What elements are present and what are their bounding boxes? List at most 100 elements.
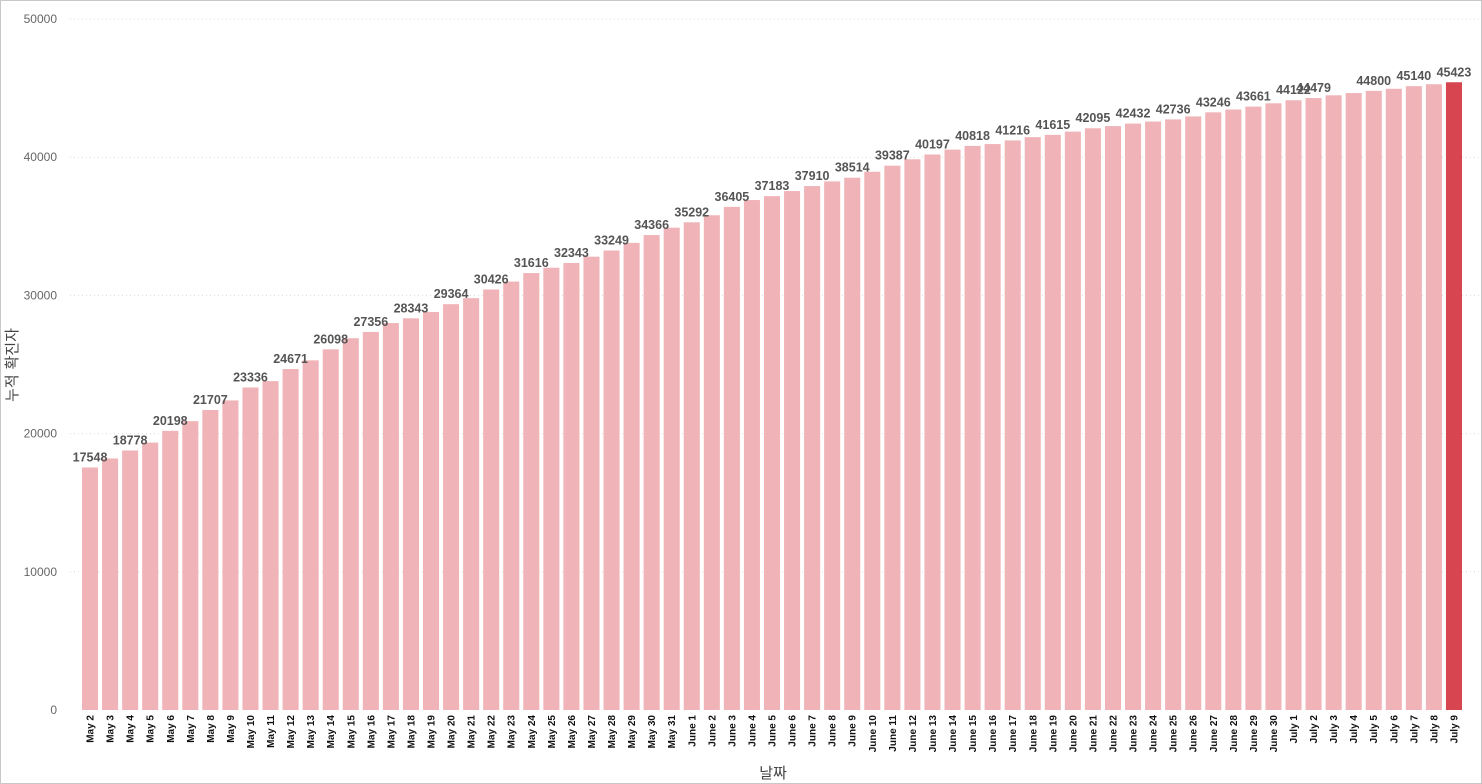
x-tick-label: July 5 — [1369, 715, 1380, 744]
x-tick-label: June 10 — [868, 715, 879, 753]
data-label: 37183 — [755, 179, 790, 193]
x-tick-label: June 26 — [1189, 715, 1200, 753]
x-tick-label: May 27 — [587, 715, 598, 749]
data-label: 28343 — [394, 301, 429, 315]
bar — [1365, 90, 1382, 710]
data-label: 23336 — [233, 370, 268, 384]
bar — [422, 311, 440, 710]
x-tick-label: May 13 — [306, 715, 317, 749]
bar — [1064, 131, 1081, 710]
x-tick-label: July 8 — [1429, 715, 1440, 744]
data-label: 21707 — [193, 393, 228, 407]
bar — [302, 360, 319, 710]
data-label: 43661 — [1236, 90, 1271, 104]
x-tick-label: June 2 — [707, 715, 718, 747]
bar — [784, 191, 801, 710]
bar — [122, 450, 139, 710]
data-label: 42095 — [1076, 111, 1111, 125]
data-label: 35292 — [674, 205, 709, 219]
x-axis-title: 날짜 — [759, 764, 787, 782]
y-tick-label: 0 — [50, 703, 57, 717]
data-label: 29364 — [434, 287, 469, 301]
y-tick-label: 20000 — [24, 427, 58, 441]
bar — [1004, 140, 1021, 710]
y-axis-title: 누적 확진자 — [3, 328, 21, 402]
bar — [1305, 98, 1322, 710]
bar — [82, 467, 99, 710]
x-tick-label: June 6 — [788, 715, 799, 747]
x-tick-label: June 13 — [928, 715, 939, 753]
data-label: 44800 — [1356, 74, 1391, 88]
bar — [1185, 116, 1202, 710]
data-label: 24671 — [273, 352, 308, 366]
y-tick-label: 10000 — [24, 565, 58, 579]
bar — [1325, 95, 1342, 710]
bar — [1145, 121, 1162, 710]
bar — [1205, 112, 1222, 711]
bar — [463, 298, 480, 710]
x-tick-label: May 2 — [86, 715, 97, 743]
x-tick-label: June 1 — [687, 715, 698, 747]
bar — [402, 318, 419, 710]
y-axis-ticks: 0 10000 20000 30000 40000 50000 — [24, 12, 58, 717]
x-tick-label: June 25 — [1169, 715, 1180, 753]
x-tick-label: June 23 — [1129, 715, 1140, 753]
x-tick-label: July 4 — [1349, 715, 1360, 744]
bar — [864, 171, 881, 710]
x-tick-label: July 9 — [1449, 715, 1460, 744]
bar — [322, 349, 339, 710]
x-tick-label: June 29 — [1249, 715, 1260, 753]
data-label: 41615 — [1035, 118, 1070, 132]
bar — [663, 227, 680, 710]
data-label: 32343 — [554, 246, 589, 260]
bar — [984, 144, 1001, 711]
x-tick-label: June 12 — [908, 715, 919, 753]
x-tick-label: June 11 — [888, 715, 899, 752]
bar — [844, 177, 861, 711]
x-tick-label: May 4 — [126, 715, 137, 743]
x-tick-label: May 17 — [386, 715, 397, 749]
x-tick-label: June 19 — [1048, 715, 1059, 753]
bar — [603, 250, 620, 710]
bar — [523, 273, 540, 710]
bar — [1345, 93, 1362, 711]
x-tick-label: July 7 — [1409, 715, 1420, 744]
x-tick-label: May 28 — [607, 715, 618, 749]
bar — [743, 200, 760, 711]
data-labels: 17548 18778 20198 21707 23336 24671 26098 27356… — [73, 65, 1472, 464]
data-label: 39387 — [875, 149, 910, 163]
bar — [1445, 82, 1462, 710]
x-tick-label: June 9 — [848, 715, 859, 747]
data-label: 44479 — [1296, 81, 1331, 95]
x-tick-label: May 29 — [627, 715, 638, 749]
data-label: 42736 — [1156, 102, 1191, 116]
bar — [1425, 84, 1442, 710]
x-tick-label: June 4 — [747, 715, 758, 747]
x-tick-label: June 22 — [1108, 715, 1119, 753]
bar — [884, 165, 901, 711]
bar — [222, 400, 239, 710]
x-tick-label: June 30 — [1269, 715, 1280, 753]
x-tick-label: May 18 — [406, 715, 417, 749]
bar — [1245, 106, 1262, 710]
x-tick-label: May 31 — [667, 715, 678, 749]
x-tick-label: July 3 — [1329, 715, 1340, 744]
x-tick-label: June 18 — [1028, 715, 1039, 753]
bar — [202, 410, 219, 710]
data-label: 34366 — [634, 218, 669, 232]
bar — [543, 267, 560, 710]
x-axis-categories: May 2 May 3 May 4 May 5 May 6 May 7 May 8 May 9… — [86, 715, 1461, 753]
bar — [443, 304, 460, 710]
bar — [804, 186, 821, 710]
data-label: 31616 — [514, 256, 549, 270]
bar — [1084, 128, 1101, 711]
bar — [262, 381, 279, 710]
x-tick-label: June 16 — [988, 715, 999, 753]
x-tick-label: May 7 — [186, 715, 197, 743]
bar — [382, 323, 399, 710]
bar — [904, 159, 921, 710]
x-tick-label: May 15 — [346, 715, 357, 749]
bar — [924, 154, 941, 710]
x-tick-label: May 14 — [326, 715, 337, 749]
x-tick-label: June 27 — [1209, 715, 1220, 753]
